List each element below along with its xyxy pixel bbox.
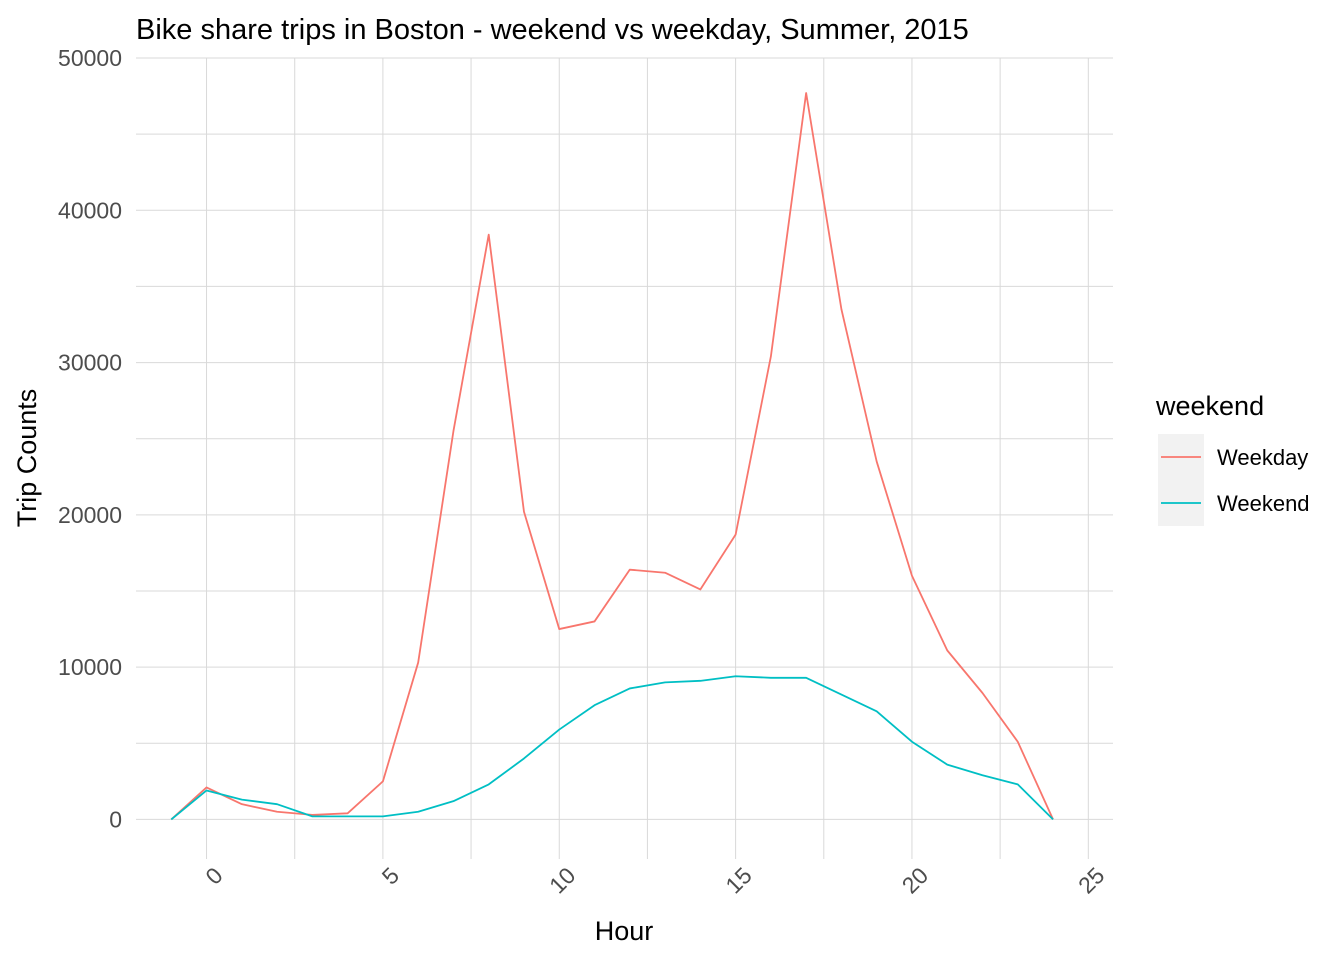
series-line-weekday [170, 92, 1054, 821]
legend-item-weekend: Weekend [1158, 480, 1310, 526]
legend-title: weekend [1155, 391, 1264, 421]
y-axis-title: Trip Counts [12, 389, 42, 528]
legend-item-weekday: Weekday [1158, 434, 1308, 480]
x-axis-title: Hour [595, 916, 654, 946]
series-line-weekend [170, 675, 1054, 821]
legend-label: Weekday [1217, 445, 1308, 470]
x-tick-label: 0 [200, 862, 227, 889]
grid-layer [136, 57, 1113, 859]
y-tick-label: 30000 [58, 350, 122, 376]
legend: weekend Weekday Weekend [1155, 391, 1310, 526]
x-tick-label: 15 [720, 862, 756, 898]
legend-items: Weekday Weekend [1158, 434, 1310, 526]
x-tick-label: 25 [1073, 862, 1109, 898]
y-tick-label: 20000 [58, 502, 122, 528]
x-tick-label: 5 [377, 862, 404, 889]
y-tick-label: 50000 [58, 45, 122, 71]
x-tick-label: 20 [897, 862, 933, 898]
legend-label: Weekend [1217, 491, 1310, 516]
x-axis-ticks: 0 5 10 15 20 25 [200, 862, 1109, 898]
series-layer [170, 92, 1054, 821]
y-axis-ticks: 0 10000 20000 30000 40000 50000 [58, 45, 122, 832]
y-tick-label: 10000 [58, 654, 122, 680]
y-tick-label: 40000 [58, 197, 122, 223]
chart-title: Bike share trips in Boston - weekend vs … [136, 14, 969, 46]
y-tick-label: 0 [109, 806, 122, 832]
x-tick-label: 10 [544, 862, 580, 898]
